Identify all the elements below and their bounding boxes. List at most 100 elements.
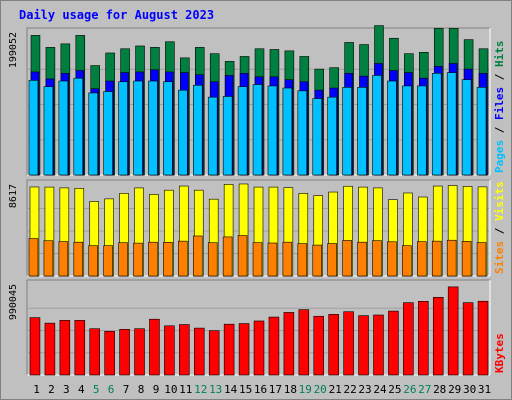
bar-sites-day-2 xyxy=(43,240,54,277)
y-max-label: 8617 xyxy=(8,184,19,208)
x-tick-day-15: 15 xyxy=(239,383,252,396)
x-tick-day-22: 22 xyxy=(343,383,356,396)
bar-pages-day-17 xyxy=(267,85,278,176)
x-axis-day-labels: 1 2 3 4 5 6 7 8 9 10 11 12 13 14 15 16 17 18 19 20 21 22 23 24 2… xyxy=(33,383,491,396)
bar-sites-day-9 xyxy=(148,241,158,277)
bar-sites-day-17 xyxy=(267,242,278,277)
bar-sites-day-7 xyxy=(118,242,128,277)
bar-kbytes-day-2 xyxy=(44,322,56,376)
x-tick-day-16: 16 xyxy=(254,383,267,396)
bar-kbytes-day-23 xyxy=(358,315,369,376)
bar-kbytes-day-5 xyxy=(89,328,100,376)
bar-sites-day-24 xyxy=(372,240,382,277)
x-tick-day-10: 10 xyxy=(164,383,177,396)
bar-sites-day-1 xyxy=(28,238,39,277)
bar-pages-day-24 xyxy=(372,75,382,176)
bar-pages-day-2 xyxy=(43,86,54,176)
bar-pages-day-15 xyxy=(237,86,248,176)
x-tick-day-17: 17 xyxy=(269,383,282,396)
bar-sites-day-28 xyxy=(431,240,442,277)
legend-kbytes: KBytes xyxy=(493,333,506,373)
x-tick-day-1: 1 xyxy=(33,383,40,396)
bar-pages-day-4 xyxy=(73,77,84,176)
x-tick-day-19: 19 xyxy=(299,383,312,396)
bar-pages-day-1 xyxy=(28,80,39,176)
bar-pages-day-29 xyxy=(446,72,457,176)
bar-kbytes-day-30 xyxy=(462,302,474,376)
x-tick-day-5: 5 xyxy=(93,383,100,396)
bar-kbytes-day-3 xyxy=(59,320,71,376)
x-tick-day-2: 2 xyxy=(48,383,55,396)
bar-pages-day-12 xyxy=(192,84,203,176)
bar-sites-day-11 xyxy=(178,240,188,277)
panel-hits xyxy=(26,25,491,176)
bar-sites-day-30 xyxy=(461,241,472,277)
x-tick-day-25: 25 xyxy=(388,383,401,396)
x-tick-day-8: 8 xyxy=(138,383,145,396)
bar-sites-day-12 xyxy=(192,235,203,277)
bar-pages-day-3 xyxy=(58,80,69,176)
bar-pages-day-23 xyxy=(357,87,367,176)
bar-kbytes-day-7 xyxy=(119,329,130,376)
bar-kbytes-day-15 xyxy=(238,323,250,376)
x-tick-day-14: 14 xyxy=(224,383,238,396)
bar-pages-day-20 xyxy=(312,98,323,176)
x-tick-day-18: 18 xyxy=(284,383,297,396)
bar-pages-day-16 xyxy=(252,84,263,176)
bar-kbytes-day-25 xyxy=(388,310,399,376)
bar-kbytes-day-20 xyxy=(313,315,325,376)
x-tick-day-11: 11 xyxy=(179,383,192,396)
bar-sites-day-19 xyxy=(297,243,308,277)
bar-sites-day-5 xyxy=(88,245,98,277)
bar-sites-day-15 xyxy=(237,235,248,277)
bar-sites-day-16 xyxy=(252,242,263,277)
y-max-label: 990045 xyxy=(8,284,19,320)
bar-sites-day-26 xyxy=(402,245,412,277)
legend-separator: / xyxy=(493,221,506,241)
bar-sites-day-8 xyxy=(133,242,143,277)
x-tick-day-27: 27 xyxy=(418,383,431,396)
bar-kbytes-day-11 xyxy=(179,324,190,376)
bar-kbytes-day-10 xyxy=(164,325,175,376)
bar-pages-day-21 xyxy=(327,96,337,176)
x-tick-day-26: 26 xyxy=(403,383,416,396)
bar-pages-day-25 xyxy=(387,80,397,176)
x-tick-day-6: 6 xyxy=(108,383,115,396)
bar-sites-day-3 xyxy=(58,241,69,277)
bar-kbytes-day-6 xyxy=(104,330,115,376)
x-tick-day-21: 21 xyxy=(329,383,342,396)
bar-kbytes-day-17 xyxy=(268,316,280,376)
bar-sites-day-22 xyxy=(342,240,352,277)
legend-entry-sites: Sites xyxy=(493,241,506,274)
bar-pages-day-8 xyxy=(133,80,143,176)
bar-sites-day-4 xyxy=(73,241,84,277)
chart-panels xyxy=(26,25,491,376)
x-tick-day-31: 31 xyxy=(478,383,491,396)
bar-kbytes-day-18 xyxy=(283,312,295,376)
bar-pages-day-13 xyxy=(207,96,218,176)
x-tick-day-23: 23 xyxy=(358,383,371,396)
bar-kbytes-day-24 xyxy=(373,314,384,376)
x-tick-day-29: 29 xyxy=(448,383,461,396)
bar-pages-day-10 xyxy=(163,81,173,176)
panel-visits xyxy=(26,179,491,277)
bar-pages-day-30 xyxy=(461,79,472,176)
panel-kbytes xyxy=(26,279,491,376)
x-tick-day-3: 3 xyxy=(63,383,70,396)
bar-kbytes-day-31 xyxy=(477,300,489,376)
bar-pages-day-26 xyxy=(402,85,412,176)
bar-pages-day-31 xyxy=(476,87,487,176)
bar-kbytes-day-19 xyxy=(298,309,310,376)
x-tick-day-30: 30 xyxy=(463,383,476,396)
bar-kbytes-day-28 xyxy=(432,297,444,376)
bar-pages-day-19 xyxy=(297,90,308,176)
bar-pages-day-6 xyxy=(103,91,113,176)
bar-kbytes-day-29 xyxy=(447,286,459,376)
x-tick-day-28: 28 xyxy=(433,383,446,396)
legend-entry-hits: Hits xyxy=(493,41,506,68)
x-tick-day-4: 4 xyxy=(78,383,85,396)
bar-pages-day-22 xyxy=(342,87,352,176)
bar-sites-day-18 xyxy=(282,241,293,277)
